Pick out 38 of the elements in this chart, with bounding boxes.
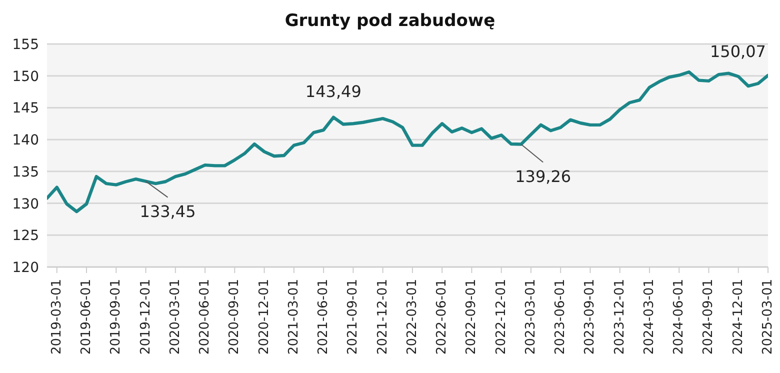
x-tick-label: 2022-09-01 — [464, 279, 480, 355]
y-tick-label: 140 — [12, 132, 39, 149]
chart-title: Grunty pod zabudowę — [284, 10, 496, 33]
annotation: 133,45 — [140, 202, 196, 221]
y-tick-label: 145 — [12, 100, 39, 117]
x-tick-label: 2023-03-01 — [523, 279, 538, 355]
x-tick-label: 2020-09-01 — [227, 279, 242, 355]
y-tick-label: 135 — [12, 164, 39, 180]
x-tick-label: 2021-09-01 — [346, 279, 361, 355]
x-tick-label: 2019-03-01 — [49, 279, 64, 355]
x-tick-label: 2020-12-01 — [256, 279, 272, 355]
annotation: 150,07 — [710, 42, 766, 61]
x-tick-label: 2019-06-01 — [79, 279, 94, 355]
x-tick-label: 2022-12-01 — [494, 279, 509, 355]
y-tick-label: 130 — [12, 196, 39, 212]
x-tick-label: 2021-12-01 — [375, 279, 390, 355]
x-tick-label: 2022-06-01 — [434, 279, 450, 355]
x-tick-label: 2024-12-01 — [730, 279, 746, 355]
x-tick-label: 2021-06-01 — [316, 279, 332, 355]
x-tick-label: 2024-03-01 — [642, 279, 657, 355]
x-tick-label: 2023-06-01 — [553, 279, 568, 355]
x-tick-label: 2024-06-01 — [672, 279, 687, 355]
y-tick-label: 150 — [12, 68, 39, 85]
annotation: 139,26 — [515, 166, 572, 186]
y-tick-label: 120 — [12, 260, 39, 276]
x-tick-label: 2019-12-01 — [138, 279, 154, 355]
x-tick-label: 2025-03-01 — [760, 279, 776, 355]
y-tick-label: 125 — [12, 228, 39, 244]
y-tick-label: 155 — [12, 36, 39, 53]
x-tick-label: 2023-12-01 — [612, 279, 628, 355]
x-tick-label: 2021-03-01 — [286, 279, 302, 355]
x-tick-label: 2024-09-01 — [701, 279, 716, 355]
x-tick-label: 2022-03-01 — [404, 279, 420, 355]
x-tick-label: 2023-09-01 — [582, 279, 598, 355]
x-tick-label: 2020-03-01 — [168, 279, 183, 355]
annotation: 143,49 — [305, 82, 362, 101]
x-tick-label: 2020-06-01 — [198, 279, 213, 355]
x-tick-label: 2019-09-01 — [108, 279, 124, 355]
